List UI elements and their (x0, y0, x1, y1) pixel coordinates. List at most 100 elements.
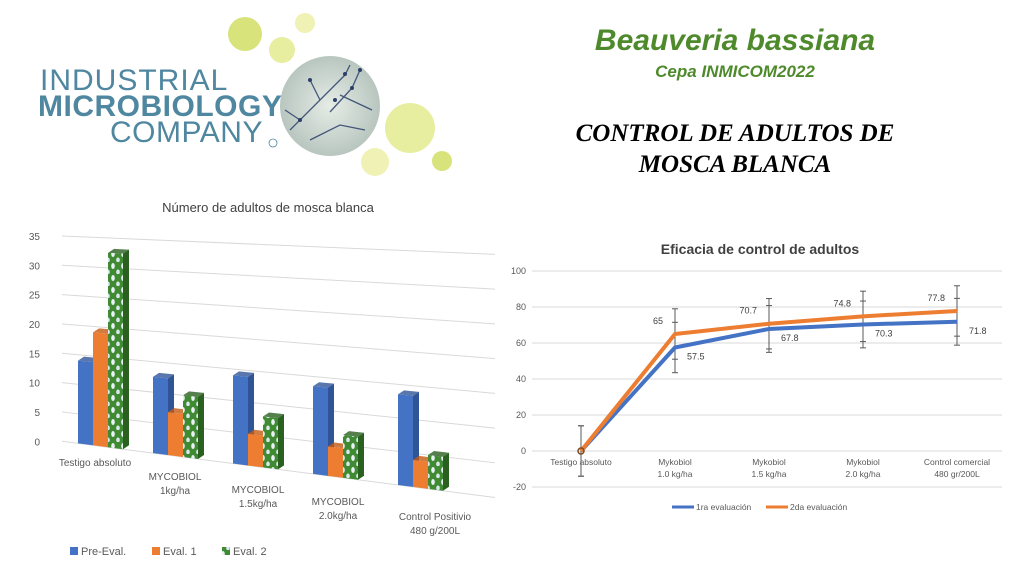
logo-photo (280, 56, 380, 156)
bar-pre-eval- (78, 360, 93, 446)
heading-line-2: MOSCA BLANCA (638, 151, 832, 178)
series-line-1 (579, 319, 958, 453)
legend-label: Eval. 2 (233, 546, 267, 558)
logo-text-company: COMPANY (110, 116, 263, 149)
legend-label: 1ra evaluación (696, 502, 752, 512)
y-tick-label: 10 (29, 379, 41, 390)
heading-line-1: CONTROL DE ADULTOS DE (575, 120, 895, 147)
bar-side (198, 392, 204, 459)
bar-eval-1 (328, 446, 343, 478)
bar-top (233, 371, 254, 377)
logo-text-industrial: INDUSTRIAL (40, 64, 229, 97)
bar-top (428, 450, 449, 457)
x-category-label: 2.0kg/ha (319, 511, 358, 522)
legend-label: 2da evaluación (790, 502, 847, 512)
y-tick-label: 40 (516, 374, 526, 384)
logo-text-microbiology: MICROBIOLOGY (38, 90, 283, 123)
y-tick-label: 15 (29, 349, 41, 360)
bar-top (183, 391, 204, 397)
data-label: 65 (653, 316, 663, 326)
bar-eval-2 (183, 395, 198, 459)
bar-top (153, 372, 174, 379)
x-category-label: 2.0 kg/ha (846, 469, 881, 479)
line-chart-efficacy: Eficacia de control de adultos -20 0 20 40 60… (511, 241, 1002, 512)
bar-top (108, 248, 129, 254)
bar-top (343, 431, 364, 437)
bar-eval-1 (248, 433, 263, 468)
legend-swatch (152, 547, 160, 555)
bar-pre-eval- (313, 386, 328, 476)
y-tick-label: 0 (34, 437, 40, 448)
x-category-label: MYCOBIOL (149, 472, 202, 483)
bar-eval-2 (428, 454, 443, 491)
y-tick-label: 25 (29, 291, 41, 302)
x-category-label: Testigo absoluto (59, 458, 132, 469)
legend-label: Eval. 1 (163, 546, 197, 558)
x-category-label: Control comercial (924, 457, 990, 467)
series-line-2 (579, 308, 958, 453)
y-tick-label: 30 (29, 261, 41, 272)
bar-side (123, 249, 129, 450)
bar-chart-title: Número de adultos de mosca blanca (162, 200, 375, 215)
logo-circle (385, 103, 435, 153)
x-category-label: Mykobiol (658, 457, 692, 467)
y-tick-label: 5 (34, 408, 40, 419)
x-category-label: 1.5 kg/ha (752, 469, 787, 479)
y-tick-label: 0 (521, 446, 526, 456)
bar-chart-adults: Número de adultos de mosca blanca 0 5 10 15 2… (29, 200, 496, 558)
x-category-label: Mykobiol (846, 457, 880, 467)
x-category-label: 480 g/200L (410, 526, 460, 537)
logo-circle (228, 17, 262, 51)
gridline (61, 352, 496, 394)
bar-pre-eval- (233, 375, 248, 466)
strain-subtitle: Cepa INMICOM2022 (655, 62, 815, 81)
logo-circle (432, 151, 452, 171)
zero-marker (577, 447, 585, 455)
data-label: 70.3 (875, 328, 893, 338)
logo-graphic (228, 13, 452, 176)
data-label: 71.8 (969, 326, 987, 336)
bar-side (278, 414, 284, 470)
logo-circle (361, 148, 389, 176)
legend-label: Pre-Eval. (81, 546, 126, 558)
bar-eval-1 (93, 332, 108, 448)
gridline (61, 264, 496, 290)
x-category-label: 1.0 kg/ha (658, 469, 693, 479)
gridline (61, 382, 496, 429)
data-label: 57.5 (687, 352, 705, 362)
x-category-label: Mykobiol (752, 457, 786, 467)
logo-circle (269, 37, 295, 63)
bar-side (443, 452, 449, 491)
bar-side (358, 432, 364, 480)
y-tick-label: 20 (516, 410, 526, 420)
data-label: 67.8 (781, 333, 799, 343)
species-title: Beauveria bassiana (594, 24, 876, 57)
bar-top (263, 412, 284, 419)
bar-eval-1 (413, 459, 428, 489)
x-category-label: MYCOBIOL (232, 485, 285, 496)
gridline (61, 294, 496, 325)
y-tick-label: 35 (29, 232, 41, 243)
data-label: 74.8 (833, 298, 851, 308)
bar-top (313, 382, 334, 388)
x-category-label: 480 gr/200L (934, 469, 980, 479)
x-category-label: MYCOBIOL (312, 497, 365, 508)
bar-top (398, 390, 419, 396)
y-tick-label: 60 (516, 338, 526, 348)
x-category-label: 1kg/ha (160, 486, 190, 497)
x-category-label: Control Positivio (399, 512, 472, 523)
y-tick-label: 20 (29, 320, 41, 331)
y-tick-label: -20 (513, 482, 526, 492)
legend-swatch (222, 547, 230, 555)
bar-eval-2 (108, 252, 123, 450)
bar-pre-eval- (398, 394, 413, 487)
legend-swatch (70, 547, 78, 555)
y-tick-label: 100 (511, 266, 526, 276)
bar-eval-1 (168, 412, 183, 457)
data-label: 70.7 (739, 306, 757, 316)
data-label: 77.8 (927, 293, 945, 303)
bar-pre-eval- (153, 376, 168, 456)
gridline (61, 235, 496, 255)
line-chart-title: Eficacia de control de adultos (661, 241, 860, 257)
gridline (61, 323, 496, 360)
